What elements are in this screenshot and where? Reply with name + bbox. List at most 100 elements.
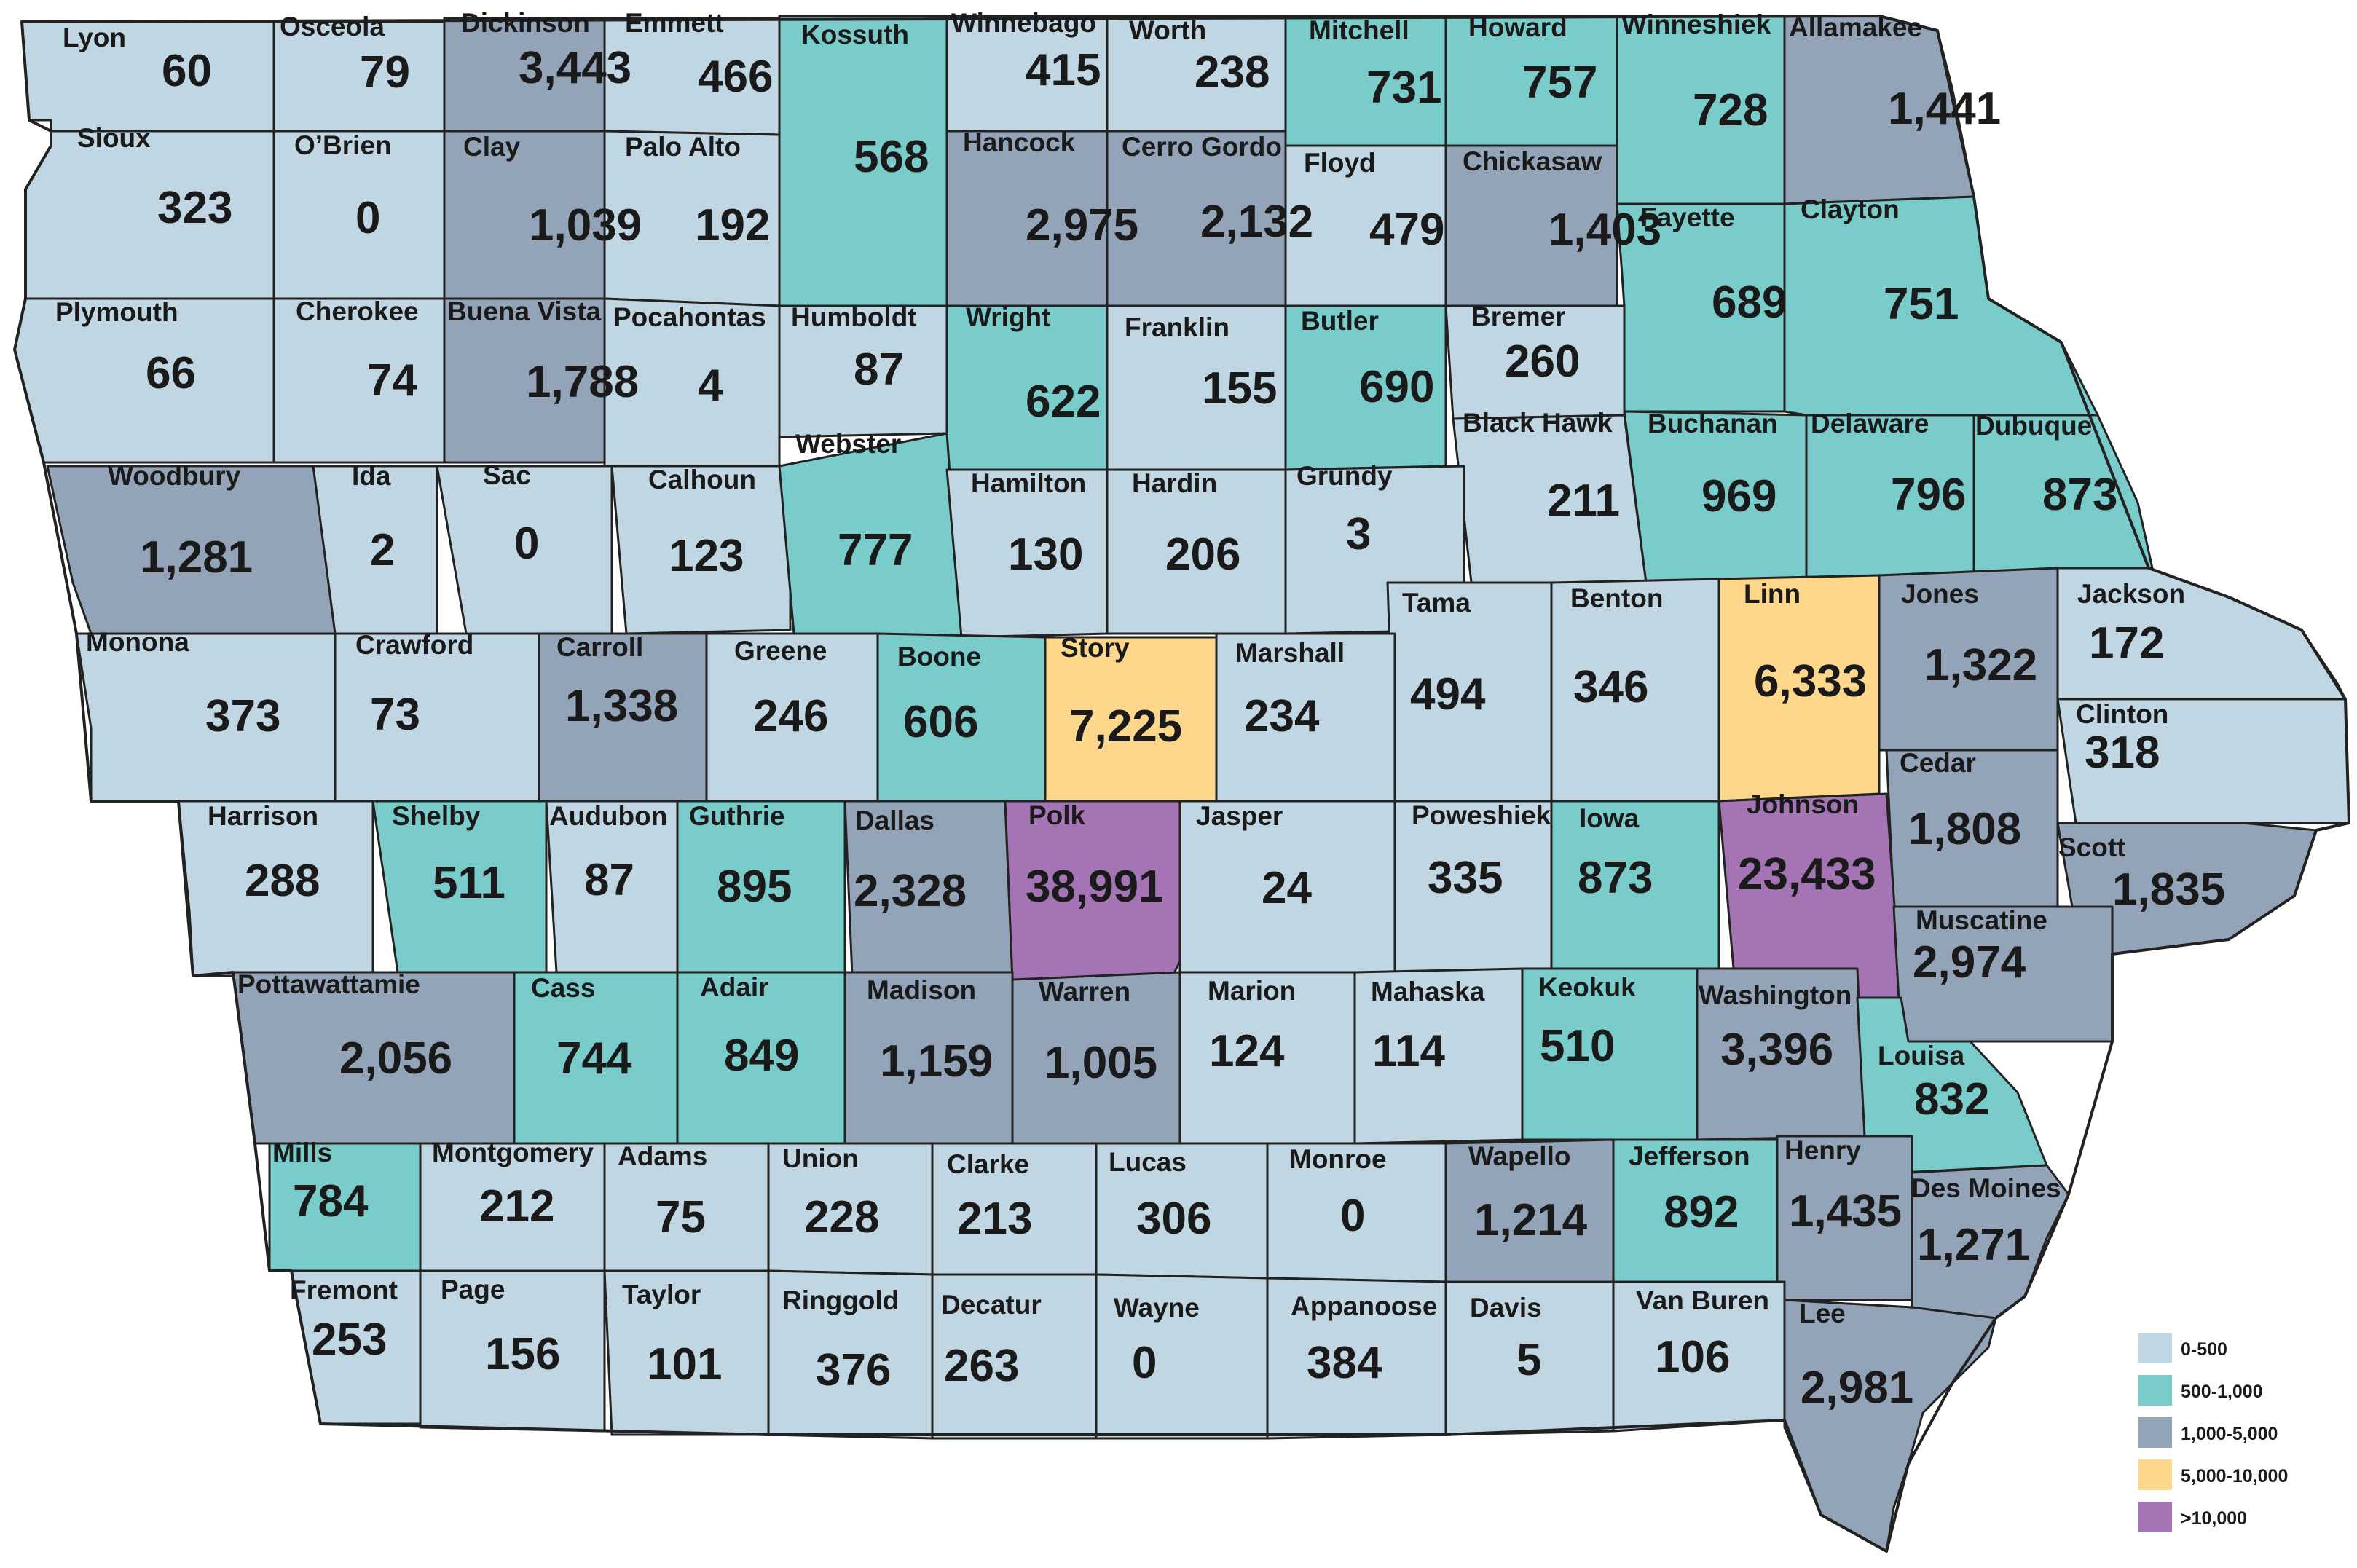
county-value-story: 7,225 [1069,701,1182,752]
county-value-des-moines: 1,271 [1917,1220,2030,1270]
county-name-hancock: Hancock [963,127,1076,157]
county-value-franklin: 155 [1202,363,1277,414]
county-value-hamilton: 130 [1008,529,1083,580]
county-name-guthrie: Guthrie [689,801,785,831]
county-name-greene: Greene [734,636,827,666]
county-name-butler: Butler [1301,306,1379,336]
county-name-franklin: Franklin [1125,312,1229,342]
county-value-union: 228 [804,1192,879,1242]
county-name-buena-vista: Buena Vista [447,296,602,326]
county-name-cedar: Cedar [1900,748,1976,778]
county-name-clayton: Clayton [1801,194,1900,224]
county-value-chickasaw: 1,403 [1549,205,1661,255]
county-value-mahaska: 114 [1372,1026,1446,1076]
county-value-shelby: 511 [433,858,505,908]
county-name-madison: Madison [867,975,976,1005]
county-clinton[interactable] [2056,698,2350,824]
county-name-scott: Scott [2058,832,2126,862]
county-value-hardin: 206 [1165,529,1240,580]
county-value-jackson: 172 [2089,618,2164,669]
county-value-grundy: 3 [1346,509,1371,559]
county-name-tama: Tama [1402,588,1471,618]
county-name-fayette: Fayette [1640,202,1735,232]
county-value-lucas: 306 [1136,1194,1211,1244]
legend-swatch-2 [2138,1417,2172,1448]
county-name-chickasaw: Chickasaw [1463,146,1602,176]
county-fayette[interactable] [1616,202,1786,413]
county-name-polk: Polk [1028,800,1086,830]
county-value-adams: 75 [656,1192,706,1242]
county-value-delaware: 796 [1891,470,1966,520]
county-value-monona: 373 [205,691,280,741]
county-value-taylor: 101 [647,1339,722,1390]
county-name-black-hawk: Black Hawk [1463,408,1613,438]
county-value-johnson: 23,433 [1738,849,1876,899]
county-value-buena-vista: 1,788 [526,357,639,407]
county-name-van-buren: Van Buren [1636,1285,1769,1315]
county-name-monona: Monona [86,627,189,657]
county-lee[interactable] [1783,1299,1997,1553]
county-name-grundy: Grundy [1296,461,1393,491]
county-name-jones: Jones [1901,579,1979,609]
county-name-benton: Benton [1570,583,1663,613]
county-value-louisa: 832 [1914,1074,1989,1124]
county-value-audubon: 87 [584,855,634,905]
county-name-lyon: Lyon [63,23,126,52]
county-value-pocahontas: 4 [698,361,723,411]
county-name-adair: Adair [700,972,769,1002]
county-name-floyd: Floyd [1304,148,1376,178]
county-value-benton: 346 [1573,662,1648,712]
county-value-davis: 5 [1516,1335,1541,1385]
county-dubuque[interactable] [1972,414,2154,577]
county-name-pocahontas: Pocahontas [613,302,766,332]
county-value-allamakee: 1,441 [1888,84,2001,134]
county-name-davis: Davis [1470,1293,1542,1323]
county-name-dallas: Dallas [855,805,934,835]
county-value-wayne: 0 [1132,1338,1157,1388]
county-value-bremer: 260 [1505,336,1580,387]
county-name-dickinson: Dickinson [461,8,590,38]
county-name-taylor: Taylor [622,1280,701,1309]
county-name-buchanan: Buchanan [1648,409,1778,438]
county-calhoun[interactable] [610,465,792,635]
county-name-johnson: Johnson [1747,789,1859,819]
county-value-hancock: 2,975 [1026,200,1138,251]
county-name-plymouth: Plymouth [55,297,178,327]
county-value-lyon: 60 [162,46,212,96]
county-name-fremont: Fremont [290,1275,398,1305]
county-name-webster: Webster [795,429,901,459]
county-name-monroe: Monroe [1289,1144,1387,1174]
county-value-woodbury: 1,281 [140,532,253,583]
county-value-scott: 1,835 [2112,864,2225,915]
legend-label-2: 1,000-5,000 [2181,1424,2278,1444]
county-value-madison: 1,159 [880,1036,993,1087]
county-value-harrison: 288 [245,856,320,906]
county-name-calhoun: Calhoun [648,465,756,495]
county-name-louisa: Louisa [1878,1041,1965,1071]
county-lyon[interactable] [20,20,275,133]
county-name-delaware: Delaware [1811,409,1929,438]
county-name-sioux: Sioux [77,123,151,153]
county-value-cerro-gordo: 2,132 [1200,197,1313,247]
county-value-muscatine: 2,974 [1913,937,2026,988]
county-name-page: Page [441,1275,505,1304]
county-value-dickinson: 3,443 [519,43,631,93]
county-value-appanoose: 384 [1307,1338,1382,1388]
county-name-winneshiek: Winneshiek [1621,9,1771,39]
county-name-audubon: Audubon [549,801,667,831]
county-value-sac: 0 [514,519,539,569]
county-value-osceola: 79 [360,47,410,98]
county-value-adair: 849 [724,1031,799,1081]
county-name-poweshiek: Poweshiek [1412,800,1551,830]
county-name-ringgold: Ringgold [782,1285,899,1315]
county-name-crawford: Crawford [355,630,473,660]
state-outline [13,15,2350,1553]
state-outline-layer [13,15,2350,1553]
county-value-kossuth: 568 [854,132,929,182]
county-value-wapello: 1,214 [1474,1195,1588,1245]
county-name-keokuk: Keokuk [1538,972,1636,1002]
county-sioux[interactable] [24,130,275,300]
legend-swatch-0 [2138,1333,2172,1363]
county-name-harrison: Harrison [208,801,318,831]
county-name-kossuth: Kossuth [801,20,909,50]
